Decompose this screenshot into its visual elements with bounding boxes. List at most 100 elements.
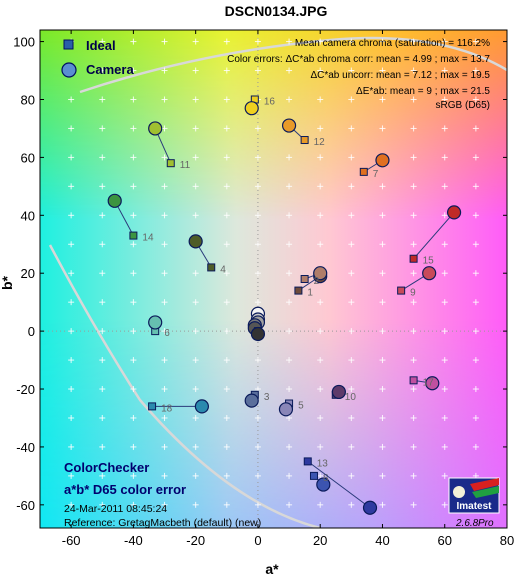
grid-cross	[472, 38, 479, 45]
grid-cross	[161, 357, 168, 364]
grid-cross	[410, 443, 417, 450]
grid-cross	[161, 96, 168, 103]
grid-cross	[223, 241, 230, 248]
badge-edition: Pro	[478, 518, 494, 529]
grid-cross	[99, 125, 106, 132]
grid-cross	[161, 299, 168, 306]
y-tick-label: 0	[28, 324, 35, 339]
camera-marker	[107, 193, 122, 208]
patch-label: 5	[298, 401, 304, 412]
grid-cross	[192, 38, 199, 45]
grid-cross	[223, 472, 230, 479]
grid-cross	[223, 212, 230, 219]
ideal-marker	[397, 286, 406, 295]
grid-cross	[317, 299, 324, 306]
grid-cross	[223, 183, 230, 190]
grid-cross	[130, 183, 137, 190]
patch-13: 13	[303, 457, 378, 515]
x-tick-label: 40	[375, 533, 389, 548]
grid-cross	[223, 501, 230, 508]
grid-cross	[348, 443, 355, 450]
grid-cross	[286, 212, 293, 219]
grid-cross	[130, 241, 137, 248]
grid-cross	[410, 328, 417, 335]
badge-version: 2.6.8	[455, 518, 479, 529]
grid-cross	[286, 357, 293, 364]
grid-cross	[317, 183, 324, 190]
grid-cross	[68, 501, 75, 508]
grid-cross	[161, 125, 168, 132]
grid-cross	[441, 299, 448, 306]
grid-cross	[317, 38, 324, 45]
footer-info: ColorChecker a*b* D65 color error 24-Mar…	[64, 460, 261, 529]
grid-cross	[130, 357, 137, 364]
stats-block: Mean camera chroma (saturation) = 116.2%…	[227, 38, 490, 111]
grid-cross	[130, 472, 137, 479]
grid-cross	[441, 386, 448, 393]
grid-cross	[441, 414, 448, 421]
patch-16: 16	[244, 95, 275, 116]
grid-cross	[317, 472, 324, 479]
ideal-marker	[294, 286, 303, 295]
grid-cross	[130, 38, 137, 45]
patch-7: 7	[359, 153, 390, 180]
grid-cross	[130, 212, 137, 219]
patch-3: 3	[244, 390, 270, 408]
grid-cross	[410, 414, 417, 421]
ideal-marker	[300, 275, 309, 283]
patch-neutral-23	[250, 326, 266, 342]
patch-label: 14	[142, 233, 154, 244]
ideal-marker	[303, 457, 312, 466]
grid-cross	[161, 154, 168, 161]
camera-marker	[331, 384, 346, 400]
grid-cross	[472, 241, 479, 248]
grid-cross	[441, 241, 448, 248]
patch-label: 18	[161, 403, 173, 414]
grid-cross	[472, 183, 479, 190]
grid-cross	[348, 414, 355, 421]
grid-cross	[317, 67, 324, 74]
grid-cross	[99, 154, 106, 161]
error-vector	[307, 461, 371, 509]
grid-cross	[68, 443, 75, 450]
grid-cross	[161, 212, 168, 219]
camera-marker	[446, 205, 462, 220]
grid-cross	[348, 67, 355, 74]
grid-cross	[130, 270, 137, 277]
grid-cross	[130, 501, 137, 508]
grid-cross	[99, 357, 106, 364]
grid-cross	[410, 357, 417, 364]
grid-cross	[410, 125, 417, 132]
grid-cross	[130, 414, 137, 421]
patch-label: 13	[317, 458, 329, 469]
grid-cross	[348, 328, 355, 335]
patch-8: 8	[309, 471, 331, 492]
grid-cross	[441, 443, 448, 450]
legend-ideal-square	[63, 39, 74, 50]
grid-cross	[379, 38, 386, 45]
patch-label: 10	[345, 392, 357, 403]
imatest-badge: Imatest 2.6.8 Pro	[448, 477, 500, 529]
grid-cross	[68, 472, 75, 479]
grid-cross	[472, 414, 479, 421]
patch-12: 12	[281, 118, 325, 148]
x-tick-label: -40	[124, 533, 143, 548]
grid-cross	[223, 96, 230, 103]
grid-cross	[254, 183, 261, 190]
grid-cross	[317, 414, 324, 421]
patch-17: 17	[409, 376, 440, 391]
grid-cross	[441, 38, 448, 45]
grid-cross	[192, 501, 199, 508]
grid-cross	[223, 67, 230, 74]
grid-cross	[472, 443, 479, 450]
grid-cross	[192, 270, 199, 277]
patch-4: 4	[188, 234, 226, 275]
grid-cross	[130, 154, 137, 161]
grid-cross	[161, 443, 168, 450]
grid-cross	[410, 212, 417, 219]
grid-cross	[192, 443, 199, 450]
grid-cross	[99, 299, 106, 306]
camera-marker	[244, 101, 259, 116]
ideal-marker	[129, 231, 138, 240]
x-tick-label: -20	[186, 533, 205, 548]
